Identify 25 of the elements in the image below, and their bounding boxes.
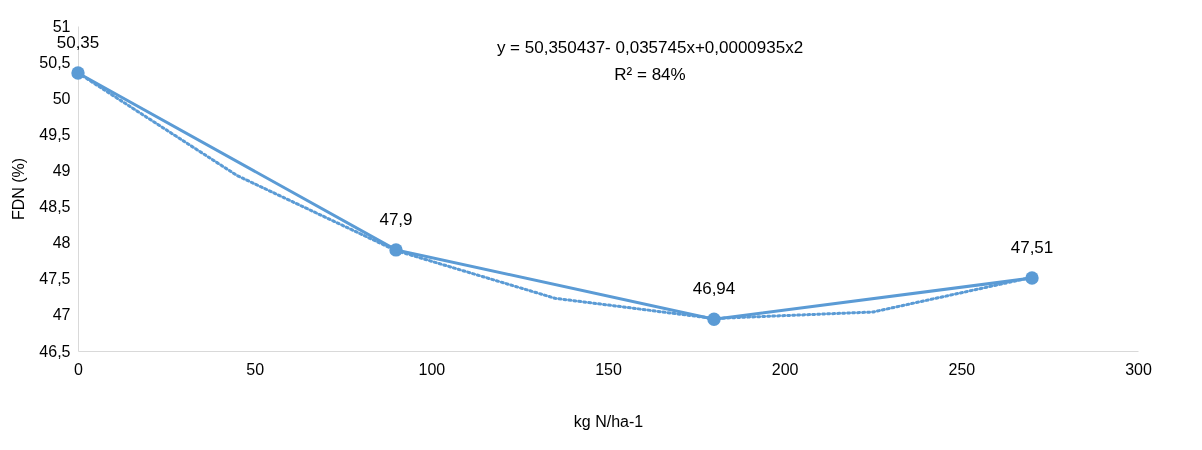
x-tick-label: 300: [1125, 360, 1152, 378]
y-tick-label: 50,5: [39, 53, 71, 71]
x-tick-label: 100: [418, 360, 446, 378]
x-tick-label: 250: [948, 360, 976, 378]
y-tick-label: 48,5: [39, 198, 71, 216]
x-tick-label: 200: [771, 360, 799, 378]
data-label: 47,9: [379, 209, 413, 229]
x-axis-title: kg N/ha-1: [573, 412, 644, 430]
y-tick-label: 50: [52, 89, 71, 107]
y-tick-label: 47: [52, 306, 71, 324]
y-tick-label: 47,5: [39, 270, 71, 288]
data-label: 50,35: [56, 32, 100, 52]
y-tick-label: 48: [52, 234, 71, 252]
annotation: R² = 84%: [614, 65, 686, 84]
x-tick-label: 50: [246, 360, 265, 378]
annotation: y = 50,350437- 0,035745x+0,0000935x2: [496, 38, 804, 57]
x-tick-label: 150: [595, 360, 622, 378]
data-label: 46,94: [692, 279, 736, 299]
y-tick-label: 46,5: [39, 342, 71, 360]
data-label: 47,51: [1010, 238, 1054, 258]
y-tick-label: 51: [52, 17, 71, 35]
y-axis-title: FDN (%): [10, 157, 28, 221]
y-tick-label: 49: [52, 161, 71, 179]
y-tick-label: 49,5: [39, 125, 71, 143]
x-tick-label: 0: [74, 360, 84, 378]
